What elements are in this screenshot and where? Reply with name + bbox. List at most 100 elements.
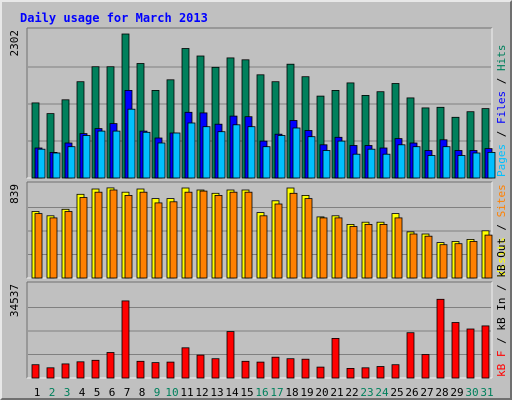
x-axis-labels: 1 2 3 4 5 6 7 8 9 10 11 12 13 14 15 16 17 18 19 20 21 22 23 24 2… — [34, 386, 494, 399]
bar-sites-26 — [409, 233, 418, 279]
x-tick-label-31: 31 — [480, 386, 493, 399]
x-tick-label-9: 9 — [154, 386, 161, 399]
legend-kb-out: kB Out — [495, 238, 508, 278]
bar-pages-17 — [277, 135, 286, 179]
bar-sites-6 — [109, 189, 118, 279]
x-tick-label-7: 7 — [124, 386, 131, 399]
x-tick-label-4: 4 — [79, 386, 86, 399]
bar-sites-24 — [379, 223, 388, 279]
x-tick-label-5: 5 — [94, 386, 101, 399]
legend-separator: / — [495, 217, 508, 237]
bar-pages-14 — [232, 124, 241, 179]
bar-kb-f-16 — [256, 361, 265, 379]
bar-pages-12 — [202, 126, 211, 179]
bar-sites-15 — [244, 191, 253, 279]
x-tick-label-11: 11 — [180, 386, 193, 399]
bar-pages-2 — [52, 152, 61, 179]
x-tick-label-23: 23 — [360, 386, 373, 399]
bar-kb-f-30 — [466, 328, 475, 379]
bar-kb-f-17 — [271, 356, 280, 379]
legend-separator: / — [495, 331, 508, 351]
bar-kb-f-22 — [346, 367, 355, 379]
bar-pages-19 — [307, 136, 316, 179]
bar-kb-f-23 — [361, 367, 370, 379]
bar-kb-f-8 — [136, 360, 145, 379]
bar-sites-31 — [484, 234, 493, 279]
x-tick-label-25: 25 — [390, 386, 403, 399]
bar-sites-7 — [124, 194, 133, 279]
x-tick-label-14: 14 — [225, 386, 239, 399]
panel-middle-legend: Visits / Sites — [495, 184, 508, 277]
panel-middle: 839 Visits / Sites — [8, 181, 508, 279]
panel-bottom: 34537 kB F / kB In / kB Out — [8, 238, 508, 379]
bar-sites-8 — [139, 191, 148, 279]
bar-pages-18 — [292, 127, 301, 179]
bar-kb-f-3 — [61, 363, 70, 379]
bar-sites-16 — [259, 215, 268, 279]
bar-sites-5 — [94, 191, 103, 279]
x-tick-label-2: 2 — [49, 386, 56, 399]
bar-kb-f-2 — [46, 367, 55, 379]
bar-sites-23 — [364, 223, 373, 279]
x-tick-label-20: 20 — [315, 386, 328, 399]
bar-pages-5 — [97, 130, 106, 179]
x-tick-label-1: 1 — [34, 386, 41, 399]
legend-sites: Sites — [495, 184, 508, 217]
bar-kb-f-14 — [226, 331, 235, 379]
bar-pages-30 — [472, 152, 481, 179]
bar-sites-10 — [169, 201, 178, 279]
x-tick-label-15: 15 — [240, 386, 253, 399]
legend-pages: Pages — [495, 144, 508, 177]
x-tick-label-21: 21 — [330, 386, 343, 399]
bar-kb-f-5 — [91, 359, 100, 379]
bar-sites-12 — [199, 190, 208, 279]
bar-kb-f-4 — [76, 361, 85, 379]
bar-kb-f-6 — [106, 352, 115, 379]
x-tick-label-28: 28 — [435, 386, 448, 399]
bar-sites-14 — [229, 191, 238, 279]
legend-separator: / — [495, 278, 508, 298]
bar-sites-25 — [394, 217, 403, 279]
bar-pages-22 — [352, 153, 361, 179]
x-tick-label-22: 22 — [345, 386, 358, 399]
panel-top: 2302 Pages / Files / Hits — [8, 27, 508, 179]
bar-pages-8 — [142, 131, 151, 179]
bar-sites-30 — [469, 241, 478, 279]
bar-sites-9 — [154, 202, 163, 279]
bar-pages-31 — [487, 151, 496, 179]
bar-sites-27 — [424, 235, 433, 279]
bar-kb-f-13 — [211, 358, 220, 379]
panel-top-max-label: 2302 — [8, 30, 21, 57]
bar-pages-16 — [262, 146, 271, 179]
bar-kb-f-21 — [331, 337, 340, 379]
bar-pages-13 — [217, 131, 226, 179]
bar-pages-6 — [112, 130, 121, 179]
legend-visits: Visits — [495, 237, 508, 277]
bar-sites-4 — [79, 197, 88, 279]
panel-bottom-legend: kB F / kB In / kB Out — [495, 238, 508, 377]
x-tick-label-6: 6 — [109, 386, 116, 399]
bar-pages-21 — [337, 140, 346, 179]
bar-pages-27 — [427, 155, 436, 179]
bar-sites-28 — [439, 244, 448, 279]
bar-sites-1 — [34, 213, 43, 279]
bar-kb-f-10 — [166, 361, 175, 379]
x-tick-label-30: 30 — [465, 386, 478, 399]
bar-kb-f-24 — [376, 366, 385, 379]
bar-sites-2 — [49, 217, 58, 279]
x-tick-label-26: 26 — [405, 386, 418, 399]
legend-separator: / — [495, 71, 508, 91]
bar-sites-19 — [304, 198, 313, 279]
bar-sites-3 — [64, 211, 73, 279]
bar-sites-29 — [454, 243, 463, 279]
bar-pages-9 — [157, 142, 166, 179]
x-tick-label-8: 8 — [139, 386, 146, 399]
bar-sites-22 — [349, 226, 358, 279]
panel-bottom-max-label: 34537 — [8, 284, 21, 317]
x-tick-label-18: 18 — [285, 386, 298, 399]
bar-sites-13 — [214, 194, 223, 279]
bar-pages-24 — [382, 153, 391, 179]
bar-pages-10 — [172, 132, 181, 179]
